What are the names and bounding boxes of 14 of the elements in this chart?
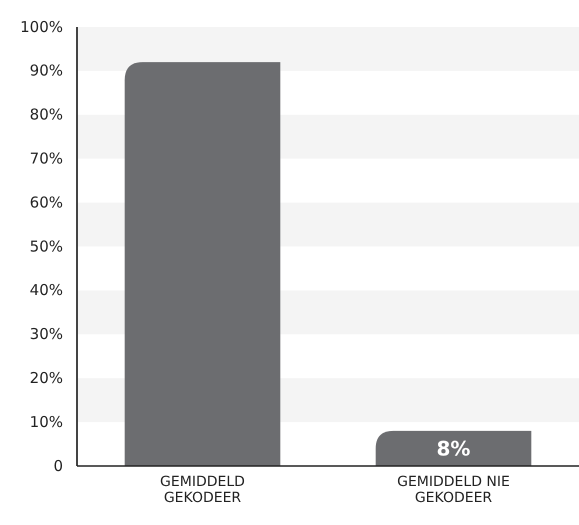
y-tick-label: 70%	[30, 150, 63, 168]
y-tick-label: 100%	[20, 18, 63, 36]
y-tick-label: 50%	[30, 237, 63, 256]
y-tick-label: 10%	[30, 412, 63, 431]
x-tick-label: GEMIDDELD NIE GEKODEER	[397, 474, 510, 506]
data-label: 8%	[436, 436, 470, 460]
y-tick-label: 60%	[30, 193, 63, 212]
y-tick-label: 80%	[30, 106, 63, 124]
y-tick-label: 0	[53, 456, 63, 475]
x-tick-label: GEMIDDELD GEKODEER	[160, 474, 245, 506]
y-tick-label: 30%	[30, 325, 63, 344]
y-tick-label: 90%	[30, 62, 63, 80]
y-tick-label: 20%	[30, 369, 63, 387]
y-tick-label: 40%	[30, 281, 63, 300]
